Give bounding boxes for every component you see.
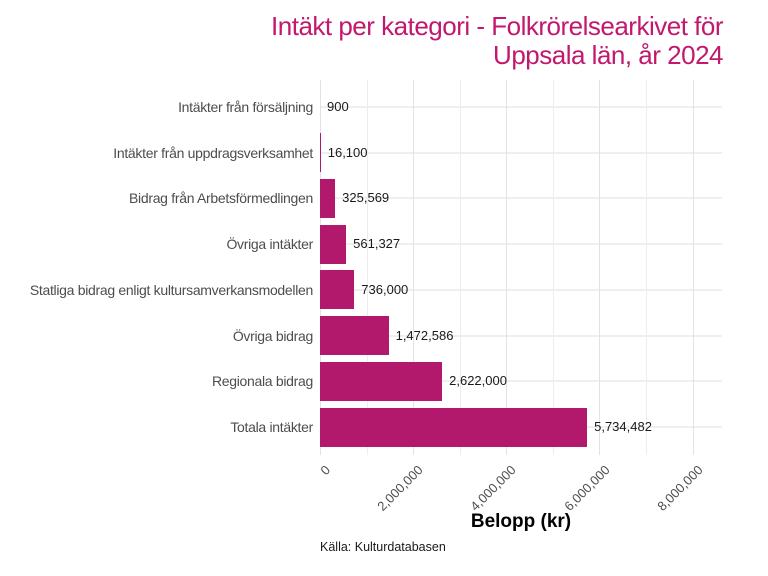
bar-value-label: 736,000 <box>361 281 409 297</box>
x-tick-label: 8,000,000 <box>654 462 706 514</box>
bar-value-label: 2,622,000 <box>449 373 507 389</box>
bar-value-label: 325,569 <box>342 190 390 206</box>
y-axis-label: Statliga bidrag enligt kultursamverkansm… <box>29 281 313 298</box>
source-caption: Källa: Kulturdatabasen <box>320 540 446 554</box>
gridline-row <box>320 197 722 200</box>
x-tick-label: 6,000,000 <box>560 462 613 514</box>
gridline-minor <box>646 80 648 455</box>
gridline-row <box>320 288 722 291</box>
gridline-minor <box>552 80 554 455</box>
bar-value-label: 900 <box>327 99 349 114</box>
gridline-major <box>692 80 694 455</box>
bar-value-label: 561,327 <box>353 236 401 252</box>
chart-title-line-1: Intäkt per kategori - Folkrörelsearkivet… <box>271 11 723 41</box>
gridline-row <box>320 151 722 154</box>
y-axis-label: Totala intäkter <box>230 419 313 435</box>
y-axis-label: Övriga intäkter <box>226 236 313 253</box>
gridline-row <box>320 243 722 246</box>
gridline-major <box>506 80 508 455</box>
y-axis-label: Intäkter från uppdragsverksamhet <box>113 144 313 161</box>
bar <box>320 133 321 173</box>
bar <box>320 270 355 310</box>
gridline-row <box>320 334 722 337</box>
bar <box>320 407 588 447</box>
gridline-minor <box>366 80 368 455</box>
x-tick-label: 4,000,000 <box>467 462 520 514</box>
gridline-major <box>599 80 601 455</box>
bar-value-label: 1,472,586 <box>395 327 454 343</box>
plot-area <box>320 80 722 455</box>
y-axis-label: Regionala bidrag <box>211 373 313 390</box>
bar <box>320 178 336 218</box>
bar <box>320 224 347 264</box>
gridline-row <box>320 380 722 383</box>
x-axis-title: Belopp (kr) <box>470 511 572 532</box>
chart-title-line-2: Uppsala län, år 2024 <box>493 40 723 70</box>
gridline-minor <box>459 80 461 455</box>
gridline-major <box>413 80 415 455</box>
x-tick-label: 2,000,000 <box>374 462 427 514</box>
y-axis-label: Övriga bidrag <box>232 327 313 344</box>
y-axis-label: Intäkter från försäljning <box>178 99 313 115</box>
x-tick-label: 0 <box>317 462 333 479</box>
gridline-major <box>320 80 321 455</box>
gridline-row <box>320 106 722 108</box>
bar-value-label: 16,100 <box>327 144 368 160</box>
bar-value-label: 5,734,482 <box>594 419 652 434</box>
y-axis-label: Bidrag från Arbetsförmedlingen <box>129 190 313 207</box>
bar <box>320 316 389 356</box>
bar <box>320 361 443 401</box>
chart-title: Intäkt per kategori - Folkrörelsearkivet… <box>271 12 723 70</box>
